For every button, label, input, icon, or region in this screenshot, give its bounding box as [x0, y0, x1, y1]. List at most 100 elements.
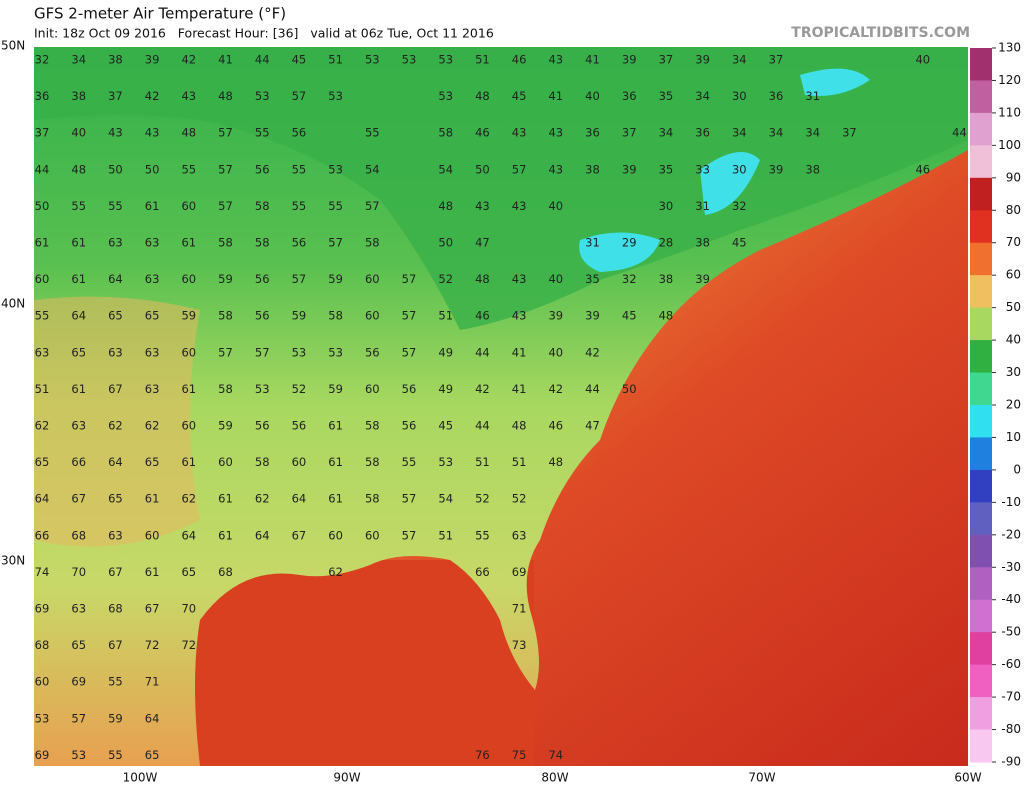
station-value: 36 — [769, 89, 784, 103]
colorbar-band — [970, 664, 992, 698]
colorbar-band — [970, 80, 992, 114]
station-value: 57 — [402, 492, 417, 506]
colorbar-band — [970, 405, 992, 438]
station-value: 40 — [915, 53, 930, 67]
station-value: 76 — [475, 748, 490, 762]
warm-region — [34, 296, 200, 547]
station-value: 65 — [108, 309, 123, 323]
colorbar-band — [970, 275, 992, 309]
station-value: 56 — [255, 162, 270, 176]
station-value: 30 — [659, 199, 674, 213]
station-value: 51 — [35, 382, 50, 396]
lon-label: 80W — [541, 771, 568, 785]
station-value: 51 — [438, 309, 453, 323]
station-value: 53 — [438, 455, 453, 469]
station-value: 55 — [328, 199, 343, 213]
station-value: 53 — [292, 345, 307, 359]
station-value: 51 — [475, 53, 490, 67]
station-value: 43 — [512, 309, 527, 323]
colorbar-label: -20 — [1001, 527, 1021, 541]
station-value: 57 — [402, 272, 417, 286]
station-value: 39 — [695, 272, 710, 286]
station-value: 66 — [71, 455, 86, 469]
station-value: 35 — [659, 89, 674, 103]
station-value: 57 — [218, 126, 233, 140]
station-value: 73 — [512, 638, 527, 652]
station-value: 45 — [622, 309, 637, 323]
station-value: 44 — [585, 382, 600, 396]
station-value: 67 — [292, 528, 307, 542]
station-value: 75 — [512, 748, 527, 762]
colorbar-label: -40 — [1001, 592, 1021, 606]
colorbar-band — [970, 534, 992, 568]
colorbar-band — [970, 599, 992, 633]
colorbar-label: 110 — [998, 105, 1021, 119]
station-value: 65 — [145, 309, 160, 323]
station-value: 53 — [438, 53, 453, 67]
station-value: 55 — [71, 199, 86, 213]
station-value: 31 — [805, 89, 820, 103]
station-value: 64 — [181, 528, 196, 542]
station-value: 56 — [292, 126, 307, 140]
station-value: 64 — [71, 309, 86, 323]
station-value: 53 — [71, 748, 86, 762]
station-value: 58 — [328, 309, 343, 323]
station-value: 34 — [659, 126, 674, 140]
station-value: 60 — [35, 675, 50, 689]
station-value: 56 — [292, 419, 307, 433]
colorbar-label: -90 — [1001, 755, 1021, 769]
lon-label: 90W — [333, 771, 360, 785]
station-value: 43 — [181, 89, 196, 103]
station-value: 64 — [108, 455, 123, 469]
colorbar-label: 60 — [1006, 268, 1021, 282]
station-value: 67 — [71, 492, 86, 506]
station-value: 66 — [475, 565, 490, 579]
station-value: 43 — [475, 199, 490, 213]
station-value: 59 — [218, 272, 233, 286]
station-value: 43 — [108, 126, 123, 140]
station-value: 29 — [622, 236, 637, 250]
station-value: 66 — [35, 528, 50, 542]
station-value: 54 — [438, 162, 453, 176]
colorbar-label: 120 — [998, 73, 1021, 87]
colorbar-band — [970, 112, 992, 146]
station-value: 52 — [475, 492, 490, 506]
station-value: 67 — [145, 602, 160, 616]
station-value: 40 — [548, 345, 563, 359]
station-value: 55 — [108, 748, 123, 762]
station-value: 69 — [35, 602, 50, 616]
station-value: 55 — [181, 162, 196, 176]
station-value: 61 — [71, 382, 86, 396]
station-value: 58 — [255, 199, 270, 213]
station-value: 28 — [659, 236, 674, 250]
station-value: 61 — [218, 492, 233, 506]
colorbar-label: 10 — [1006, 430, 1021, 444]
station-value: 53 — [35, 711, 50, 725]
station-value: 44 — [475, 419, 490, 433]
station-value: 53 — [328, 89, 343, 103]
station-value: 44 — [255, 53, 270, 67]
station-value: 58 — [438, 126, 453, 140]
station-value: 38 — [805, 162, 820, 176]
station-value: 65 — [145, 455, 160, 469]
coldest-region — [579, 68, 870, 272]
station-value: 72 — [181, 638, 196, 652]
station-value: 58 — [365, 419, 380, 433]
station-value: 64 — [108, 272, 123, 286]
station-value: 61 — [35, 236, 50, 250]
station-value: 31 — [585, 236, 600, 250]
station-value: 58 — [365, 236, 380, 250]
station-value: 53 — [365, 53, 380, 67]
station-value: 52 — [438, 272, 453, 286]
station-value: 55 — [35, 309, 50, 323]
station-value: 51 — [512, 455, 527, 469]
station-value: 63 — [512, 528, 527, 542]
station-value: 32 — [732, 199, 747, 213]
colorbar-label: 70 — [1006, 235, 1021, 249]
station-value: 62 — [181, 492, 196, 506]
station-value: 42 — [585, 345, 600, 359]
station-value: 43 — [512, 272, 527, 286]
station-value: 56 — [255, 309, 270, 323]
station-value: 53 — [255, 89, 270, 103]
station-value: 65 — [71, 638, 86, 652]
